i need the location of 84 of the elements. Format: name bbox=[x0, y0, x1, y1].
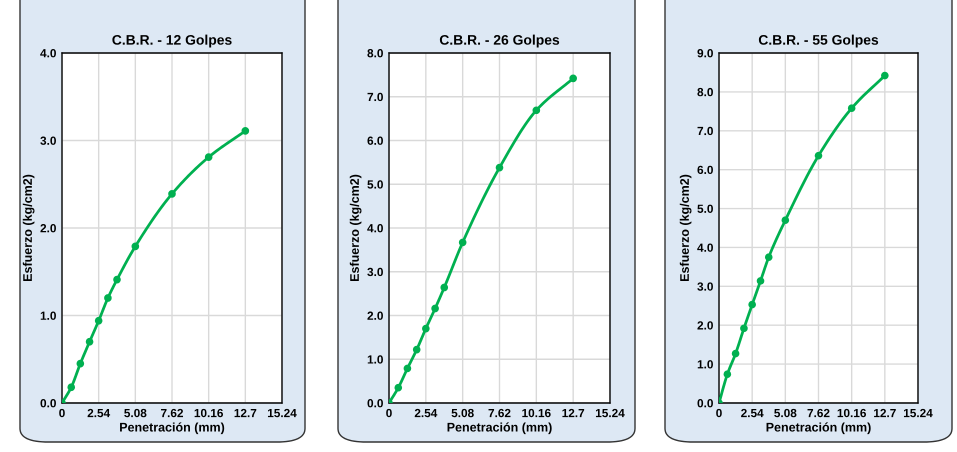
point bbox=[67, 383, 76, 392]
chart-title: C.B.R. - 26 Golpes bbox=[440, 34, 560, 48]
point bbox=[113, 276, 121, 284]
point bbox=[168, 190, 176, 198]
point bbox=[76, 360, 84, 368]
x-tick-label: 2.54 bbox=[741, 408, 764, 418]
x-tick-label: 12.7 bbox=[562, 408, 584, 418]
chart-title: C.B.R. - 55 Golpes bbox=[758, 34, 878, 48]
y-tick-label: 0.0 bbox=[368, 399, 383, 408]
x-tick-label: 10.16 bbox=[522, 408, 551, 418]
point bbox=[86, 338, 94, 346]
y-tick-label: 3.0 bbox=[40, 136, 56, 145]
point bbox=[848, 104, 856, 112]
point bbox=[104, 294, 112, 302]
point bbox=[782, 216, 790, 224]
x-axis-title: Penetración (mm) bbox=[766, 422, 871, 434]
point bbox=[740, 324, 748, 332]
point bbox=[732, 350, 740, 358]
y-tick-label: 6.0 bbox=[697, 166, 713, 174]
point bbox=[814, 152, 822, 160]
x-tick-label: 10.16 bbox=[194, 408, 224, 418]
point bbox=[458, 238, 466, 246]
y-tick-label: 6.0 bbox=[367, 136, 383, 145]
point bbox=[204, 153, 212, 161]
point bbox=[94, 316, 102, 325]
y-tick-label: 1.0 bbox=[40, 312, 56, 320]
x-tick-label: 7.62 bbox=[488, 408, 511, 418]
y-tick-label: 0.0 bbox=[698, 399, 713, 408]
x-tick-label: 0 bbox=[716, 408, 722, 418]
point bbox=[394, 384, 402, 392]
x-tick-label: 15.24 bbox=[596, 408, 625, 418]
y-tick-label: 4.0 bbox=[367, 224, 383, 232]
x-tick-label: 15.24 bbox=[904, 408, 933, 418]
x-tick-label: 0 bbox=[59, 408, 65, 418]
y-tick-label: 7.0 bbox=[368, 92, 383, 102]
y-tick-label: 3.0 bbox=[367, 268, 383, 276]
point bbox=[132, 242, 140, 250]
point bbox=[764, 253, 773, 261]
y-tick-label: 4.0 bbox=[697, 243, 713, 252]
y-tick-label: 7.0 bbox=[698, 126, 713, 136]
point bbox=[724, 370, 732, 378]
x-tick-label: 2.54 bbox=[88, 408, 110, 418]
y-axis-title: Esfuerzo (kg/cm2) bbox=[680, 174, 692, 281]
y-tick-label: 8.0 bbox=[367, 49, 383, 58]
y-tick-label: 0.0 bbox=[40, 399, 56, 408]
point bbox=[748, 300, 756, 308]
y-tick-label: 8.0 bbox=[697, 88, 713, 96]
x-tick-label: 12.7 bbox=[874, 408, 896, 418]
x-axis-title: Penetración (mm) bbox=[120, 422, 224, 434]
point bbox=[440, 284, 448, 292]
point bbox=[569, 74, 577, 82]
point bbox=[532, 106, 540, 114]
y-tick-label: 9.0 bbox=[697, 49, 713, 58]
y-tick-label: 4.0 bbox=[40, 49, 56, 58]
point bbox=[496, 164, 504, 172]
x-tick-label: 7.62 bbox=[808, 408, 830, 418]
point bbox=[404, 364, 412, 372]
y-tick-label: 3.0 bbox=[697, 282, 713, 291]
y-tick-label: 2.0 bbox=[697, 321, 713, 330]
x-tick-label: 12.7 bbox=[234, 408, 256, 418]
point bbox=[412, 346, 421, 354]
x-tick-label: 0 bbox=[386, 408, 392, 418]
y-tick-label: 1.0 bbox=[698, 360, 713, 369]
y-tick-label: 5.0 bbox=[367, 180, 383, 189]
y-tick-label: 1.0 bbox=[368, 355, 383, 364]
point bbox=[431, 304, 439, 312]
x-tick-label: 15.24 bbox=[268, 408, 297, 418]
y-axis-title: Esfuerzo (kg/cm2) bbox=[350, 174, 362, 281]
chart-title: C.B.R. - 12 Golpes bbox=[112, 34, 232, 48]
y-tick-label: 5.0 bbox=[697, 204, 713, 213]
point bbox=[756, 277, 764, 285]
point bbox=[881, 72, 889, 80]
x-axis-title: Penetración (mm) bbox=[448, 422, 552, 434]
x-tick-label: 2.54 bbox=[414, 408, 438, 418]
y-tick-label: 2.0 bbox=[40, 224, 56, 232]
point bbox=[242, 127, 250, 135]
x-tick-label: 5.08 bbox=[452, 408, 474, 418]
x-tick-label: 7.62 bbox=[161, 408, 184, 418]
y-tick-label: 2.0 bbox=[367, 312, 383, 320]
y-axis-title: Esfuerzo (kg/cm2) bbox=[22, 174, 34, 281]
point bbox=[422, 324, 430, 332]
x-tick-label: 10.16 bbox=[838, 408, 866, 418]
x-tick-label: 5.08 bbox=[124, 408, 146, 418]
x-tick-label: 5.08 bbox=[774, 408, 796, 418]
